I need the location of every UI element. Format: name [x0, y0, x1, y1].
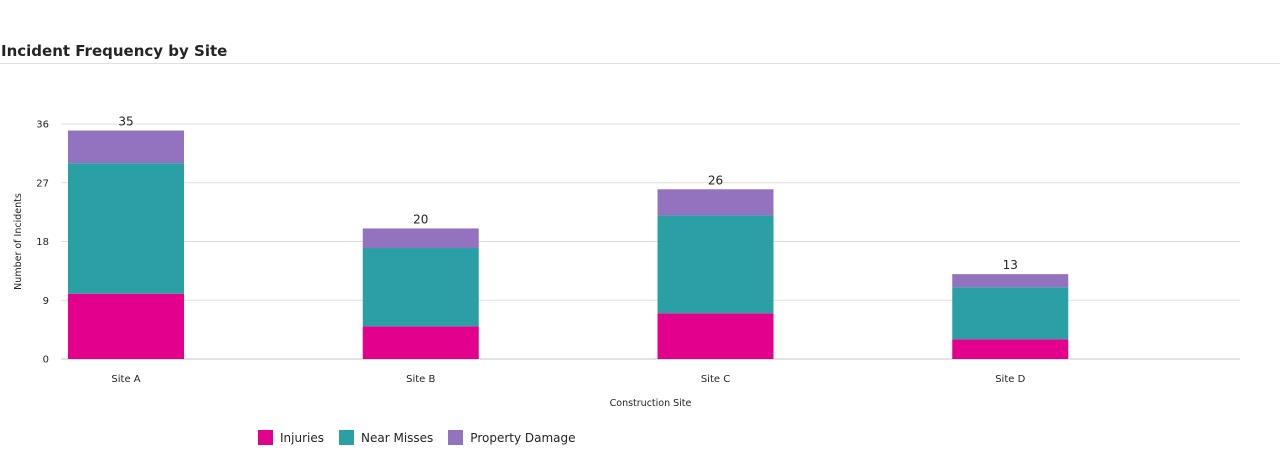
y-tick-label: 27 [36, 178, 49, 189]
title-divider [0, 63, 1280, 64]
legend-label: Injuries [280, 430, 324, 445]
legend-swatch [448, 430, 464, 445]
bar-segment-near-misses[interactable] [952, 287, 1069, 340]
total-label: 13 [1003, 258, 1018, 272]
legend-swatch [258, 430, 273, 445]
y-axis-title: Number of Incidents [13, 193, 24, 290]
y-tick-label: 36 [36, 120, 49, 131]
bar-segment-property-damage[interactable] [362, 228, 479, 249]
x-tick-label: Site B [406, 374, 435, 385]
legend-item-near-misses[interactable]: Near Misses [339, 430, 433, 445]
bar-segment-injuries[interactable] [657, 313, 774, 359]
bar-segment-injuries[interactable] [362, 326, 479, 359]
y-tick-label: 9 [43, 296, 49, 307]
bar-segment-property-damage[interactable] [68, 130, 184, 164]
axes: 0 9 18 27 36 Site A Site B Site C Site D [36, 120, 1025, 386]
legend-item-property-damage[interactable]: Property Damage [448, 430, 576, 445]
x-axis-title: Construction Site [610, 398, 692, 409]
bar-segment-near-misses[interactable] [68, 163, 184, 294]
bar-segment-injuries[interactable] [68, 293, 184, 359]
x-tick-label: Site C [701, 374, 730, 385]
total-label: 26 [708, 173, 723, 187]
bar-segment-near-misses[interactable] [657, 215, 774, 314]
bar-segment-property-damage[interactable] [952, 274, 1069, 288]
bar-segment-injuries[interactable] [952, 339, 1069, 359]
chart-legend: Injuries Near Misses Property Damage [258, 430, 591, 445]
legend-label: Near Misses [361, 430, 434, 445]
x-tick-label: Site D [995, 374, 1025, 385]
legend-label: Property Damage [470, 430, 576, 445]
total-label: 35 [118, 115, 133, 129]
bar-segment-property-damage[interactable] [657, 189, 774, 216]
y-tick-label: 18 [36, 237, 49, 248]
legend-item-injuries[interactable]: Injuries [258, 430, 324, 445]
x-tick-label: Site A [111, 374, 140, 385]
page-title: Incident Frequency by Site [1, 42, 228, 60]
y-tick-label: 0 [43, 355, 49, 366]
legend-swatch [339, 430, 354, 445]
bars [68, 130, 1069, 359]
bar-segment-near-misses[interactable] [362, 248, 479, 327]
total-label: 20 [413, 212, 428, 226]
data-labels: 35 20 26 13 [118, 115, 1018, 273]
gridlines [61, 123, 1240, 360]
